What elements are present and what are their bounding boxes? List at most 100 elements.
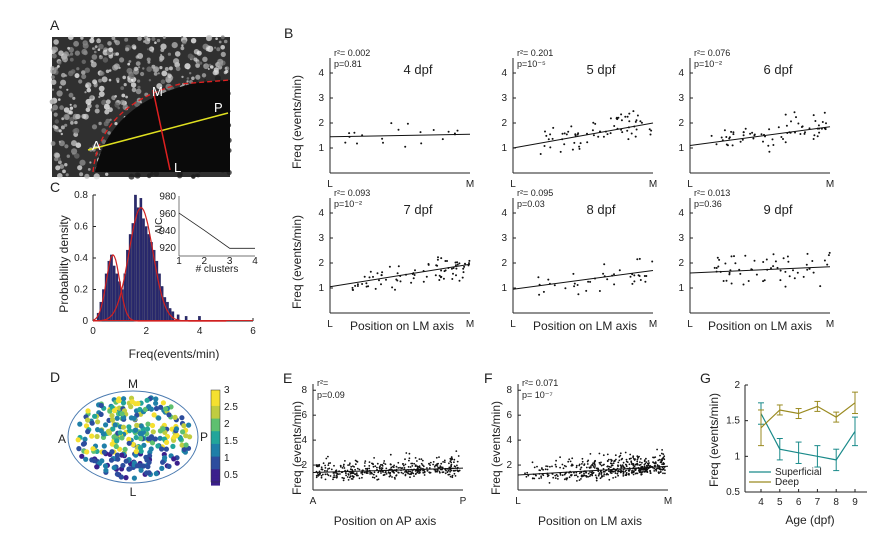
data-point [606,465,609,468]
data-point [592,464,594,466]
data-point [725,279,728,282]
data-point [409,466,412,468]
data-point [339,465,342,468]
data-point [632,456,634,459]
cell-blob [60,125,65,130]
data-point [731,144,734,147]
data-point [658,458,661,461]
data-point [817,124,820,127]
data-point [423,474,426,476]
data-point [751,131,754,134]
data-point [404,145,407,148]
data-point [663,458,666,461]
data-point [636,458,639,461]
data-point [363,465,366,467]
panel-d-spatial-map: M L A P 3 2.5 2 1.5 1 0.5 [58,377,238,499]
cell-blob [199,61,203,65]
inset-xlabel: # clusters [196,264,239,275]
data-point [662,472,664,475]
cell-dot [130,441,136,448]
cell-dot [123,475,129,481]
data-point [432,129,435,131]
data-point [355,472,358,474]
cell-blob [98,45,103,49]
panel-e-ylabel: Freq (events/min) [290,401,304,495]
data-point [598,452,601,455]
data-point [564,287,567,290]
data-point [578,145,581,148]
data-point [339,473,341,475]
lm-axis-line [152,89,171,171]
data-point [447,130,450,133]
data-point [628,120,631,123]
data-point [329,475,332,477]
data-point [327,474,330,477]
data-point [533,466,536,469]
colorbar-segment [211,396,220,400]
cell-blob [137,36,142,41]
data-point [399,280,402,283]
data-point [461,276,464,279]
data-point [772,265,775,268]
cell-dot [153,400,159,406]
panel-g-ylabel: Freq (events/min) [707,393,721,487]
data-point [402,464,405,467]
cell-dot [160,459,166,465]
cell-blob [108,54,114,59]
cell-blob [142,67,145,70]
data-point [421,459,424,462]
histogram-bar [142,218,145,322]
fit-line [312,467,464,474]
data-point [742,134,745,137]
data-point [455,450,458,452]
cell-blob [202,56,208,62]
data-point [572,272,575,275]
p-label: p=0.36 [694,199,722,209]
data-point [397,128,400,131]
data-point [549,465,551,468]
data-point [565,465,567,468]
colorbar-segment [211,415,220,419]
cell-dot [121,396,127,402]
cell-blob [98,85,105,92]
data-point [356,467,359,470]
panel-a-micrograph: M P A L [49,34,232,180]
data-point [803,132,806,135]
data-point [454,466,457,468]
cell-blob [69,57,74,62]
data-point [585,466,588,469]
data-point [630,471,633,473]
data-point [647,464,650,467]
data-point [780,136,783,138]
data-point [318,465,321,467]
panel-b-xlabel-3: Position on LM axis [708,319,812,333]
cell-blob [128,173,135,180]
data-point [580,466,583,469]
cell-blob [55,66,59,70]
cell-blob [165,76,169,80]
data-point [561,463,564,466]
data-point [619,452,622,455]
data-point [389,468,392,471]
data-point [573,282,576,285]
cell-blob [69,106,74,110]
colorbar-frame [210,389,221,483]
cell-blob [90,35,95,39]
histogram-bar [139,198,143,322]
data-point [453,458,456,461]
data-point [716,256,719,259]
data-point [598,461,601,464]
data-point [744,127,747,130]
cell-blob [73,104,77,108]
data-point [392,465,394,468]
data-point [337,473,340,475]
cell-blob [108,78,112,82]
colorbar-segment [211,453,220,457]
cell-blob [220,35,225,40]
data-point [739,272,742,275]
data-point [436,465,439,467]
data-point [450,464,452,467]
fit-line [512,122,654,149]
data-point [333,474,335,476]
